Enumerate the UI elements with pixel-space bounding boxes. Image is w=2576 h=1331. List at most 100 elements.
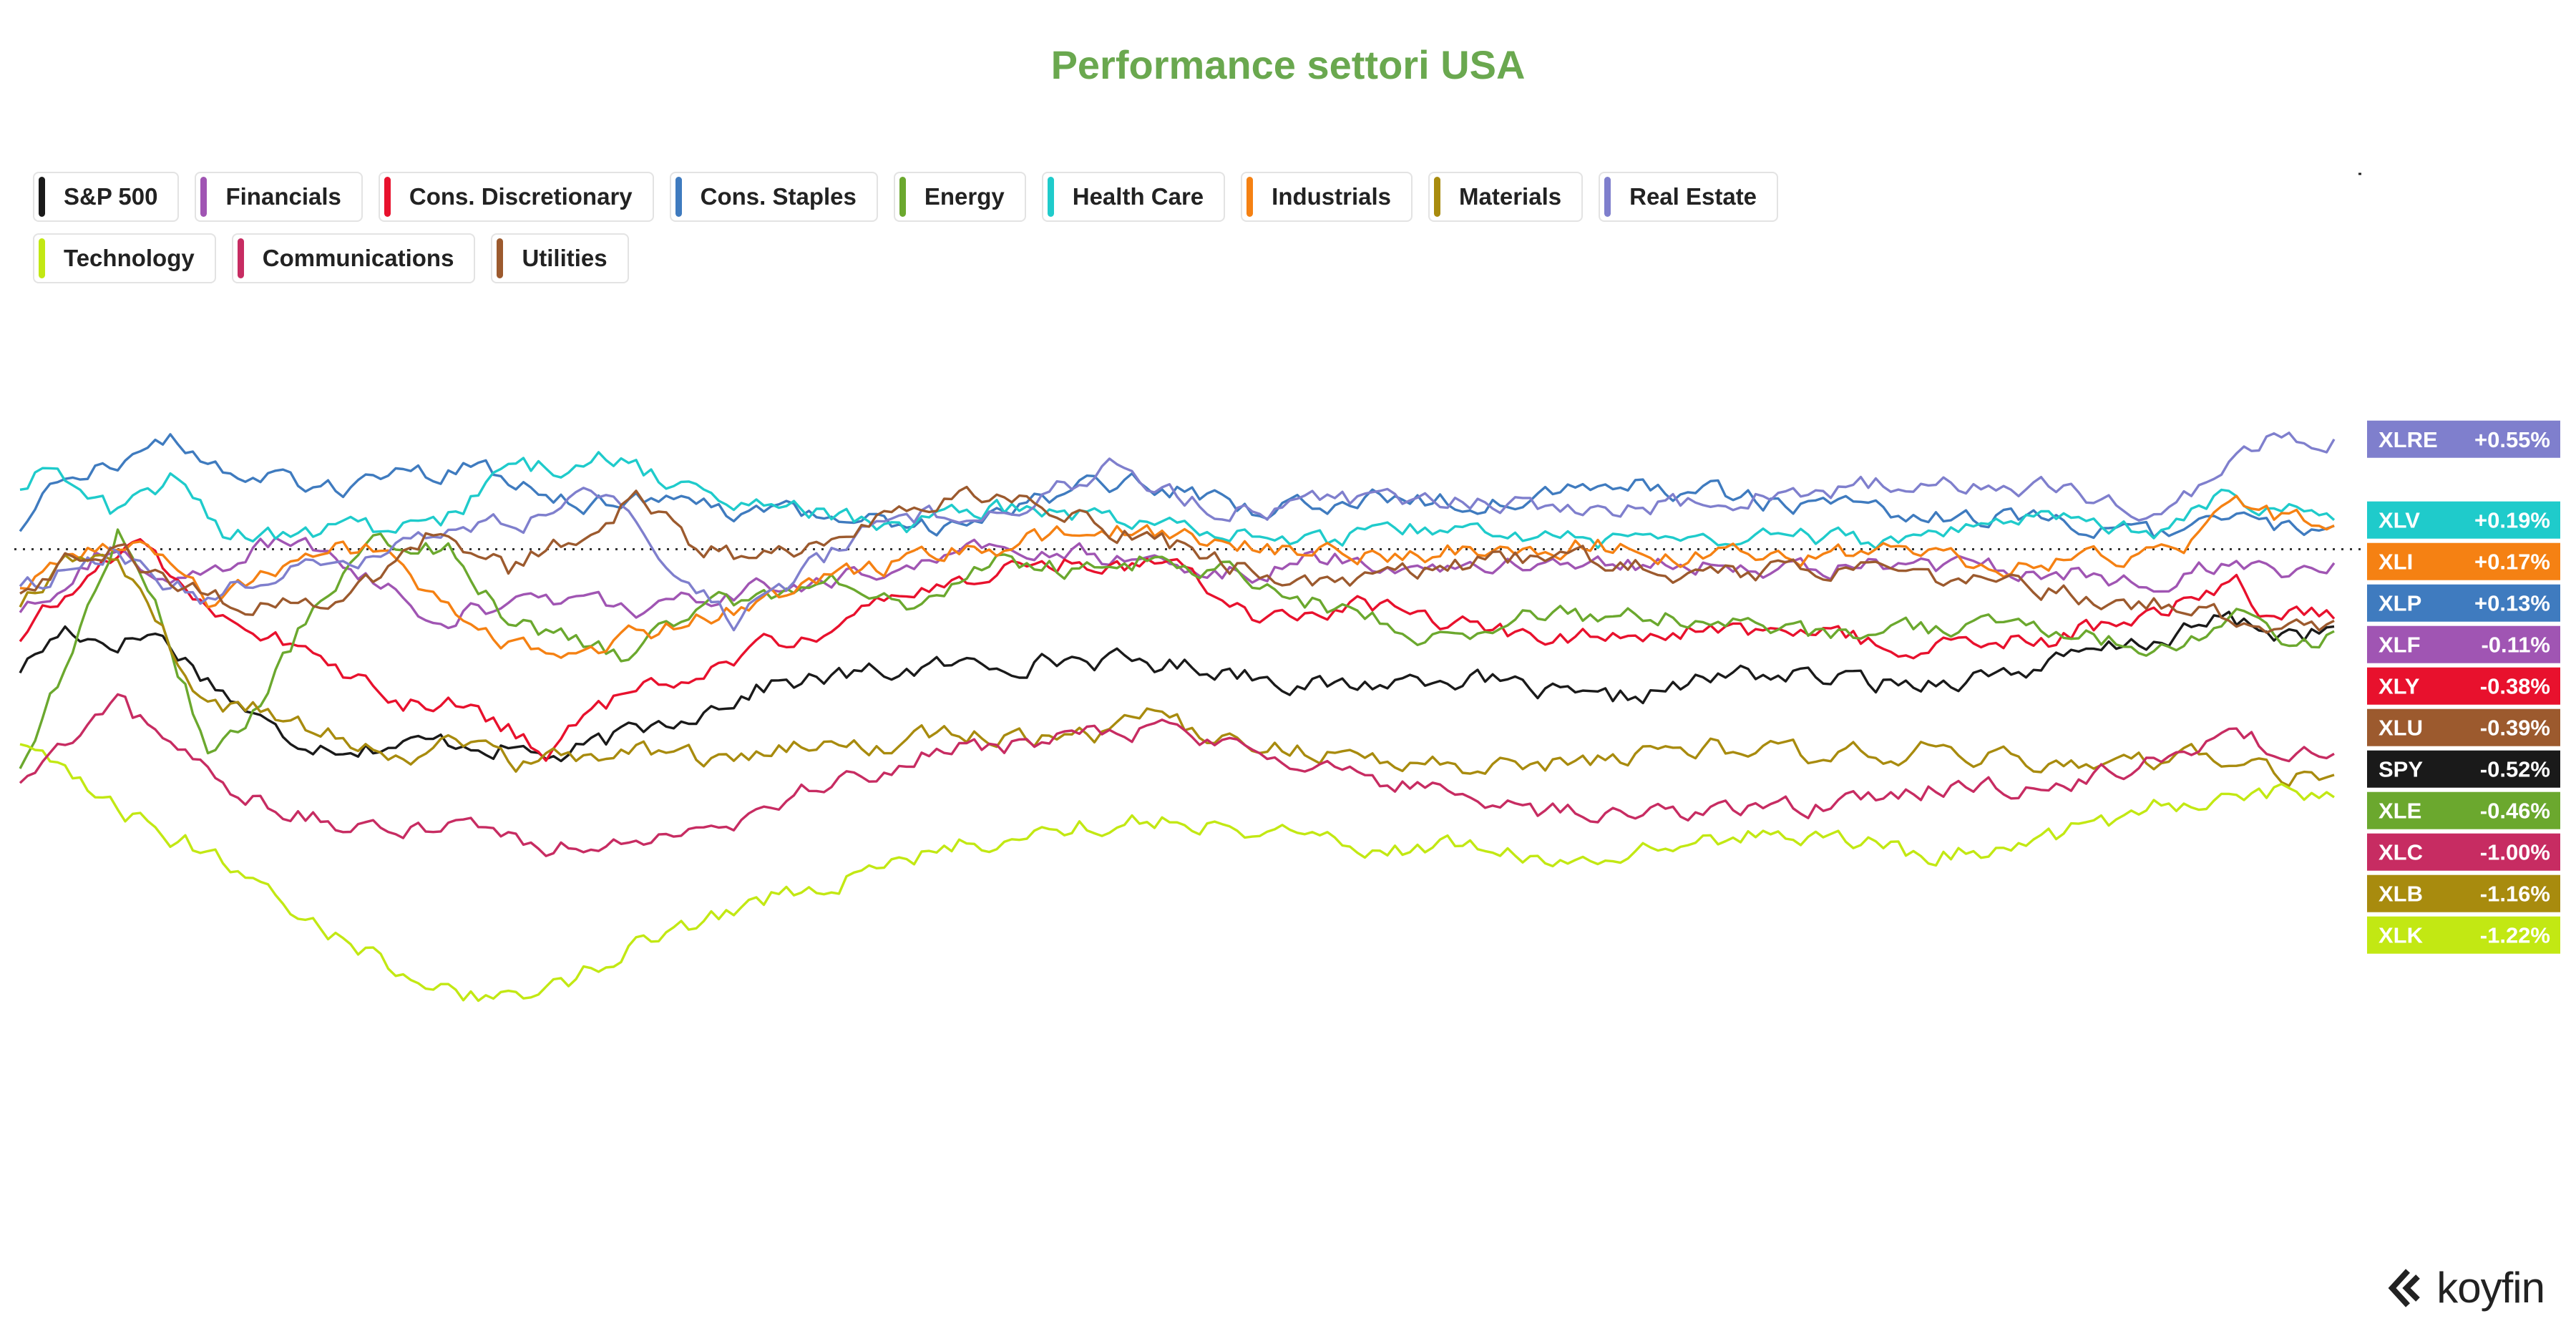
legend: S&P 500 Financials Cons. Discretionary Cons…	[33, 172, 1965, 283]
legend-label: Utilities	[522, 245, 608, 271]
end-tag-xle: XLE -0.46%	[2367, 791, 2560, 829]
legend-chip-technology[interactable]: Technology	[33, 233, 216, 283]
legend-label: S&P 500	[64, 183, 158, 210]
end-label-layer: XLRE +0.55% XLV +0.19% XLI +0.17% XLP +0.13% XLF…	[2367, 420, 2560, 954]
legend-swatch	[200, 177, 208, 217]
legend-swatch	[899, 177, 906, 217]
end-tag-ticker: XLV	[2379, 508, 2420, 533]
legend-swatch	[675, 177, 682, 217]
end-tag-background	[2367, 916, 2560, 954]
legend-swatch	[237, 238, 244, 278]
end-tag-xly: XLY -0.38%	[2367, 667, 2560, 705]
series-line-financials	[19, 536, 2336, 630]
legend-swatch	[497, 238, 504, 278]
end-tag-ticker: XLI	[2379, 550, 2413, 575]
end-tag-xlp: XLP +0.13%	[2367, 584, 2560, 622]
end-tag-background	[2367, 833, 2560, 871]
end-tag-ticker: XLU	[2379, 716, 2423, 741]
end-tag-ticker: XLC	[2379, 840, 2423, 865]
legend-label: Health Care	[1072, 183, 1204, 210]
series-layer	[19, 432, 2336, 1003]
legend-swatch	[39, 177, 45, 217]
legend-swatch	[1047, 177, 1054, 217]
end-tag-value: +0.55%	[2474, 427, 2550, 452]
series-line-materials	[19, 553, 2335, 787]
series-line-industrials	[19, 494, 2335, 659]
end-tag-background	[2367, 708, 2560, 746]
series-line-utilities	[19, 485, 2335, 634]
legend-chip-utilities[interactable]: Utilities	[491, 233, 629, 283]
series-line-cons-discretionary	[19, 537, 2336, 762]
chart-title: Performance settori USA	[1050, 42, 1526, 87]
end-tag-background	[2367, 542, 2560, 580]
end-tag-background	[2367, 584, 2560, 622]
end-tag-xlre: XLRE +0.55%	[2367, 420, 2560, 458]
end-tag-ticker: XLB	[2379, 882, 2423, 907]
end-tag-value: -1.16%	[2480, 882, 2550, 907]
end-tag-xlf: XLF -0.11%	[2367, 625, 2560, 663]
legend-label: Materials	[1459, 183, 1562, 210]
legend-label: Communications	[262, 245, 454, 271]
end-tag-value: -0.46%	[2480, 799, 2550, 824]
legend-swatch	[1604, 177, 1611, 217]
legend-chip-materials[interactable]: Materials	[1428, 172, 1584, 222]
end-tag-background	[2367, 420, 2560, 458]
end-tag-ticker: XLK	[2379, 923, 2424, 948]
end-tag-value: -0.39%	[2480, 716, 2550, 741]
end-tag-spy: SPY -0.52%	[2367, 750, 2560, 788]
end-tag-xlu: XLU -0.39%	[2367, 708, 2560, 746]
legend-chip-real-estate[interactable]: Real Estate	[1599, 172, 1779, 222]
end-tag-value: +0.17%	[2474, 550, 2550, 575]
legend-label: Industrials	[1272, 183, 1392, 210]
end-tag-xlv: XLV +0.19%	[2367, 501, 2560, 539]
end-tag-value: -0.11%	[2481, 633, 2550, 658]
end-tag-xlc: XLC -1.00%	[2367, 833, 2560, 871]
end-tag-xlk: XLK -1.22%	[2367, 916, 2560, 954]
series-line-health-care	[19, 451, 2336, 550]
end-tag-background	[2367, 750, 2560, 788]
legend-label: Cons. Discretionary	[409, 183, 633, 210]
end-tag-xlb: XLB -1.16%	[2367, 874, 2560, 912]
series-line-real-estate	[19, 432, 2336, 632]
end-tag-background	[2367, 791, 2560, 829]
end-tag-background	[2367, 625, 2560, 663]
series-line-technology	[19, 743, 2335, 1003]
koyfin-logo-text: koyfin	[2436, 1264, 2545, 1312]
end-tag-background	[2367, 874, 2560, 912]
legend-swatch	[384, 177, 391, 217]
series-line-cons-staples	[19, 433, 2335, 540]
end-tag-value: -0.52%	[2480, 757, 2550, 782]
legend-chip-health-care[interactable]: Health Care	[1041, 172, 1226, 222]
end-tag-ticker: XLF	[2379, 633, 2421, 658]
end-tag-value: -0.38%	[2480, 674, 2550, 699]
legend-chip-energy[interactable]: Energy	[893, 172, 1026, 222]
legend-chip-industrials[interactable]: Industrials	[1241, 172, 1413, 222]
legend-chip-s-p-500[interactable]: S&P 500	[33, 172, 180, 222]
legend-swatch	[1434, 177, 1441, 217]
legend-swatch	[39, 238, 45, 278]
series-line-communications	[19, 693, 2335, 857]
end-tag-value: -1.22%	[2480, 923, 2550, 948]
end-tag-ticker: XLE	[2379, 799, 2421, 824]
legend-chip-cons-staples[interactable]: Cons. Staples	[669, 172, 878, 222]
legend-label: Energy	[924, 183, 1005, 210]
end-tag-value: +0.13%	[2474, 591, 2550, 616]
legend-label: Financials	[225, 183, 341, 210]
end-tag-ticker: SPY	[2379, 757, 2423, 782]
legend-chip-cons-discretionary[interactable]: Cons. Discretionary	[378, 172, 654, 222]
series-line-s-p-500	[19, 610, 2335, 763]
legend-chip-communications[interactable]: Communications	[231, 233, 476, 283]
legend-swatch	[1246, 177, 1254, 217]
legend-label: Cons. Staples	[700, 183, 857, 210]
legend-chip-financials[interactable]: Financials	[195, 172, 363, 222]
end-tag-value: +0.19%	[2474, 508, 2550, 533]
end-tag-ticker: XLRE	[2379, 427, 2438, 452]
end-tag-ticker: XLY	[2379, 674, 2420, 699]
series-line-energy	[19, 528, 2335, 769]
end-tag-value: -1.00%	[2480, 840, 2550, 865]
legend-label: Technology	[64, 245, 195, 271]
koyfin-logo-icon	[2388, 1268, 2421, 1307]
end-tag-background	[2367, 667, 2560, 705]
end-tag-background	[2367, 501, 2560, 539]
